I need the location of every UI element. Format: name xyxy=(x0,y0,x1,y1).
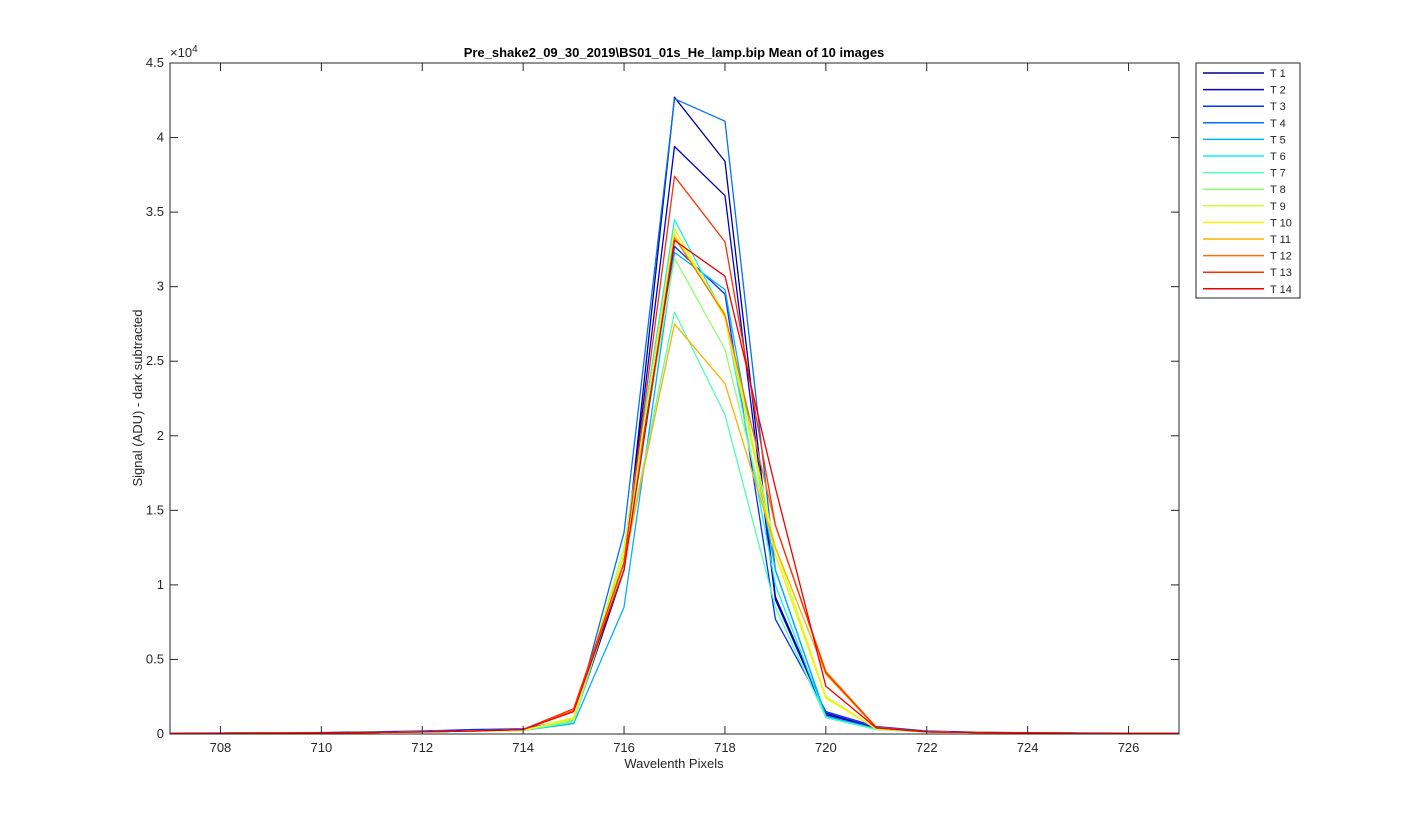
legend-label: T 4 xyxy=(1270,118,1286,130)
legend-label: T 14 xyxy=(1270,284,1292,296)
legend-label: T 6 xyxy=(1270,151,1286,163)
x-tick-label: 710 xyxy=(310,740,332,755)
legend-label: T 13 xyxy=(1270,267,1292,279)
legend-label: T 7 xyxy=(1270,168,1286,180)
legend-label: T 12 xyxy=(1270,251,1292,263)
y-tick-label: 1.5 xyxy=(146,502,164,517)
ticks-layer: 708 710 712 714 716 718 720 722 724 726 0 0.5 1 1.5 2 2… xyxy=(146,55,1179,755)
x-tick-label: 712 xyxy=(411,740,433,755)
legend-items: T 1 T 2 T 3 T 4 T 5 T 6 T 7 T 8 T 9 T 10 T 11 T 12 T… xyxy=(1203,68,1292,296)
y-tick-label: 0 xyxy=(157,726,164,741)
x-tick-label: 724 xyxy=(1017,740,1039,755)
y-tick-label: 2.5 xyxy=(146,353,164,368)
legend-label: T 8 xyxy=(1270,184,1286,196)
legend-label: T 10 xyxy=(1270,217,1292,229)
plot-area xyxy=(170,63,1179,734)
y-tick-label: 4 xyxy=(157,130,164,145)
legend-label: T 11 xyxy=(1270,234,1291,246)
y-tick-label: 3 xyxy=(157,279,164,294)
legend-label: T 5 xyxy=(1270,134,1286,146)
x-tick-label: 714 xyxy=(512,740,534,755)
series-line-14 xyxy=(169,239,1179,734)
legend-label: T 9 xyxy=(1270,201,1286,213)
y-exponent-base: ×10 xyxy=(170,45,192,60)
x-tick-label: 726 xyxy=(1118,740,1140,755)
y-tick-label: 4.5 xyxy=(146,55,164,70)
legend-label: T 2 xyxy=(1270,85,1286,97)
x-tick-label: 718 xyxy=(714,740,736,755)
legend-label: T 3 xyxy=(1270,101,1286,113)
y-tick-label: 2 xyxy=(157,428,164,443)
y-tick-label: 0.5 xyxy=(146,651,164,666)
y-tick-label: 3.5 xyxy=(146,204,164,219)
chart-title: Pre_shake2_09_30_2019\BS01_01s_He_lamp.b… xyxy=(464,45,885,60)
x-tick-label: 720 xyxy=(815,740,837,755)
series-layer xyxy=(169,96,1180,734)
plot-box xyxy=(169,62,1180,735)
y-axis-title: Signal (ADU) - dark subtracted xyxy=(130,309,145,486)
x-tick-label: 708 xyxy=(210,740,232,755)
legend: T 1 T 2 T 3 T 4 T 5 T 6 T 7 T 8 T 9 T 10 T 11 T 12 T… xyxy=(1195,62,1301,299)
x-axis-title: Wavelenth Pixels xyxy=(624,756,724,771)
x-tick-label: 722 xyxy=(916,740,938,755)
x-tick-label: 716 xyxy=(613,740,635,755)
y-exponent-label: ×104 xyxy=(170,44,198,60)
legend-box xyxy=(1195,62,1301,299)
y-tick-label: 1 xyxy=(157,577,164,592)
y-exponent-power: 4 xyxy=(192,44,198,55)
legend-label: T 1 xyxy=(1270,68,1286,80)
